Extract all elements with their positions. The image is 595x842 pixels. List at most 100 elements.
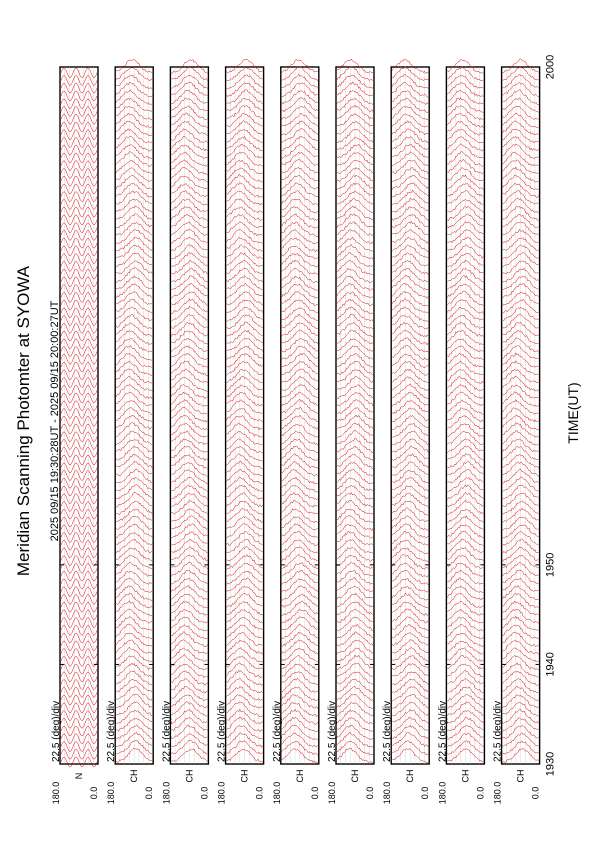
trace-line — [115, 314, 153, 330]
trace-line — [226, 570, 263, 585]
trace-line — [336, 693, 374, 709]
trace-line — [502, 368, 539, 383]
trace-line — [337, 81, 374, 96]
trace-line — [336, 732, 374, 748]
trace-line — [447, 376, 484, 392]
trace-line — [502, 701, 539, 717]
trace-line — [447, 499, 484, 515]
trace-line — [171, 252, 208, 267]
trace-line — [226, 307, 263, 322]
trace-line — [447, 129, 484, 144]
trace-line — [60, 447, 98, 458]
trace-line — [392, 66, 429, 81]
trace-line — [116, 430, 153, 446]
trace-line — [60, 346, 98, 357]
trace-line — [116, 731, 153, 748]
trace-line — [502, 725, 539, 739]
trace-line — [226, 66, 263, 81]
trace-line — [281, 631, 318, 647]
trace-line — [502, 129, 539, 144]
trace-line — [502, 422, 539, 438]
trace-line — [336, 259, 374, 276]
trace-line — [281, 585, 318, 601]
x-tick-label: 1940 — [545, 652, 557, 676]
trace-line — [281, 424, 318, 438]
trace-line — [116, 593, 153, 608]
trace-line — [116, 97, 153, 112]
trace-line — [447, 601, 484, 616]
trace-line — [502, 398, 539, 415]
trace-line — [502, 237, 539, 251]
panel-y-bottom-label: 0.0 — [365, 787, 375, 800]
trace-line — [502, 120, 539, 135]
trace-line — [392, 639, 429, 654]
trace-line — [447, 724, 484, 740]
trace-line — [60, 160, 98, 171]
trace-line — [336, 508, 374, 523]
trace-line — [392, 321, 429, 338]
trace-line — [60, 470, 98, 481]
trace-line — [336, 167, 374, 182]
trace-line — [115, 577, 153, 593]
trace-line — [281, 252, 319, 268]
trace-line — [116, 686, 153, 701]
x-tick-label: 1950 — [545, 553, 557, 577]
trace-line — [281, 143, 318, 159]
panel-channel-label: CH — [516, 770, 526, 783]
trace-line — [116, 399, 153, 415]
trace-line — [392, 485, 429, 500]
trace-line — [171, 65, 208, 81]
trace-line — [281, 375, 319, 391]
trace-line — [171, 213, 208, 228]
trace-line — [447, 97, 484, 113]
trace-line — [60, 75, 98, 86]
trace-line — [116, 662, 153, 678]
trace-line — [336, 376, 374, 390]
trace-line — [336, 113, 374, 127]
trace-line — [171, 330, 208, 345]
trace-line — [171, 469, 208, 484]
trace-line — [336, 360, 374, 375]
trace-line — [171, 291, 208, 306]
trace-line — [392, 724, 429, 740]
trace-line — [226, 740, 263, 755]
trace-line — [226, 516, 263, 530]
trace-line — [392, 159, 429, 175]
trace-line — [116, 547, 153, 562]
trace-line — [281, 383, 318, 398]
trace-line — [171, 221, 208, 236]
panels-group: 22.5 (deg)/div 180.0 0.0 N 22.5 (deg)/div 180… — [51, 58, 541, 805]
trace-line — [226, 523, 263, 539]
trace-line — [60, 571, 98, 582]
trace-line — [116, 655, 153, 671]
trace-line — [502, 267, 539, 283]
trace-line — [281, 360, 318, 376]
trace-line — [60, 702, 98, 713]
trace-line — [391, 58, 429, 75]
chart-title: Meridian Scanning Photomter at SYOWA — [14, 265, 33, 576]
trace-line — [336, 577, 374, 592]
trace-line — [502, 313, 539, 329]
trace-line — [171, 484, 208, 500]
trace-line — [171, 554, 208, 569]
trace-line — [115, 182, 153, 198]
trace-line — [447, 167, 484, 181]
trace-line — [226, 74, 263, 90]
trace-line — [392, 329, 429, 346]
trace-line — [447, 445, 484, 461]
trace-line — [226, 639, 263, 655]
trace-line — [281, 136, 318, 151]
trace-line — [392, 678, 429, 693]
trace-line — [502, 732, 539, 747]
trace-line — [336, 299, 374, 314]
trace-line — [336, 399, 374, 415]
trace-line — [171, 244, 208, 260]
trace-line — [171, 624, 208, 640]
trace-line — [115, 112, 153, 129]
trace-line — [226, 244, 263, 260]
trace-line — [116, 678, 153, 693]
trace-line — [226, 677, 263, 694]
panel-y-top-label: 180.0 — [493, 782, 503, 805]
panel-channel-label: CH — [350, 770, 360, 783]
trace-line — [60, 431, 98, 442]
